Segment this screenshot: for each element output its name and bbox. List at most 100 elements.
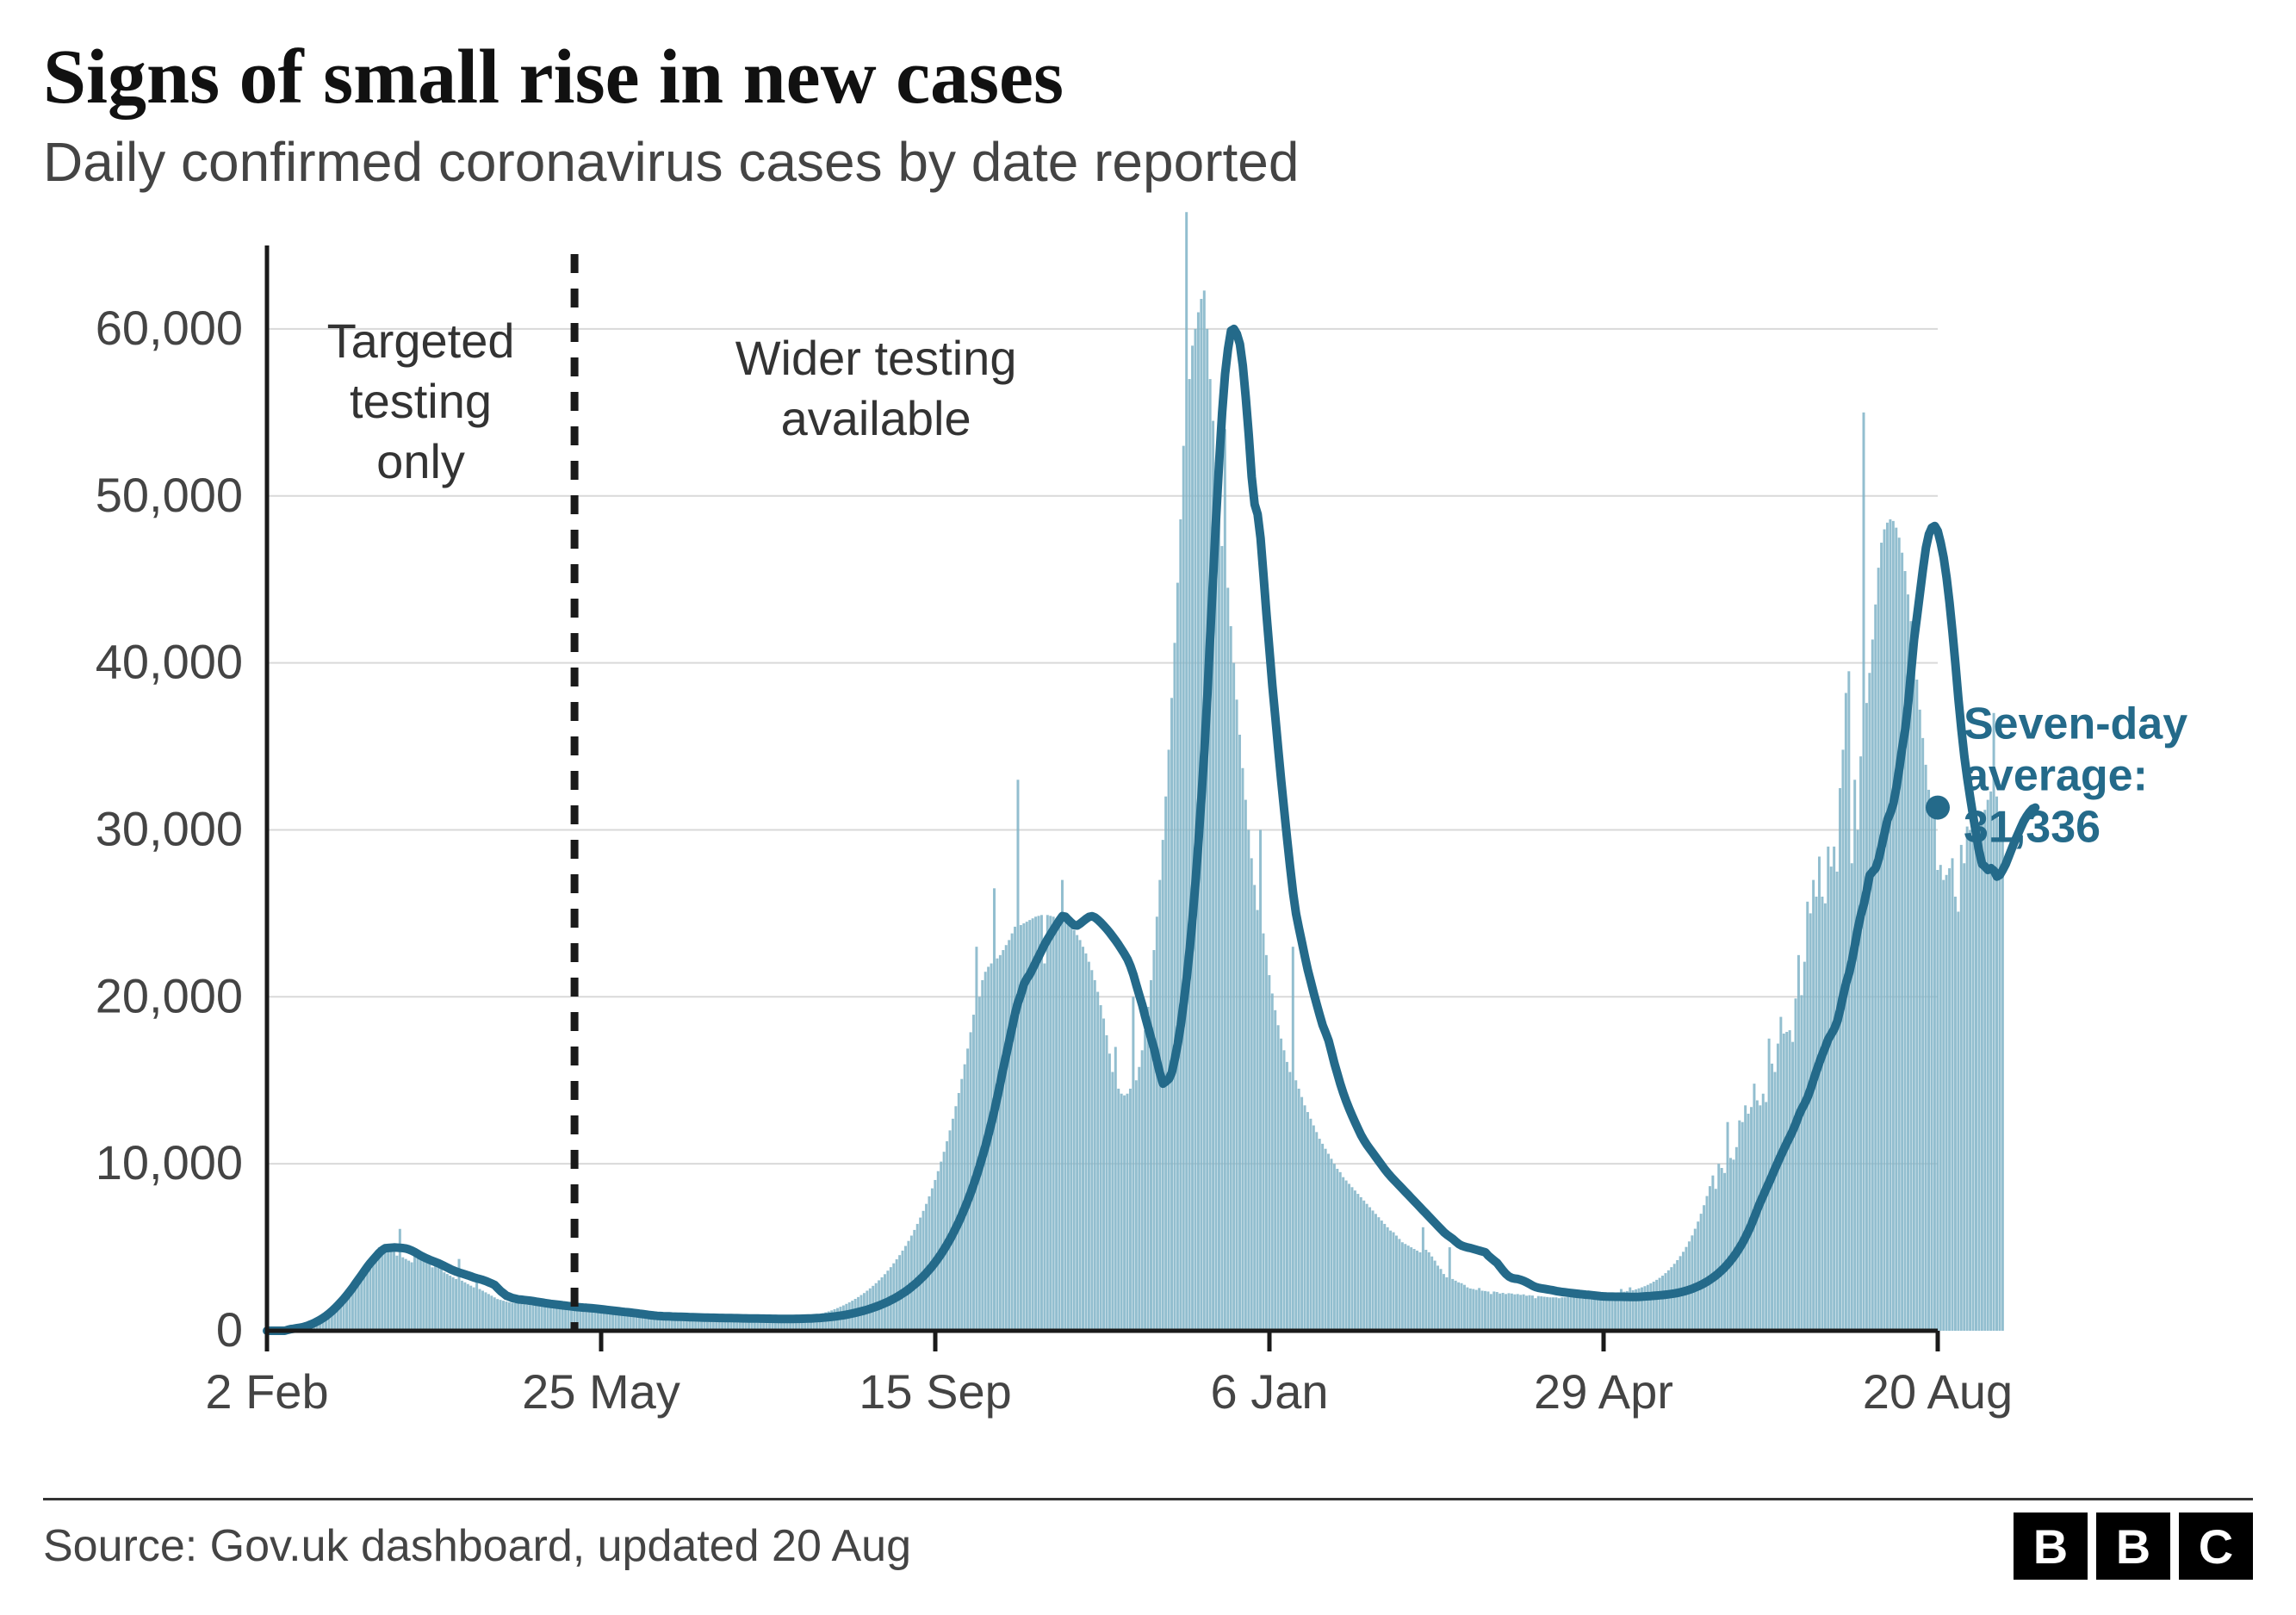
daily-bar	[1321, 1144, 1324, 1331]
daily-bar	[1909, 621, 1912, 1331]
daily-bar	[449, 1276, 451, 1331]
daily-bar	[1791, 1042, 1794, 1331]
daily-bar	[422, 1258, 425, 1331]
daily-bar	[1845, 693, 1847, 1331]
daily-bar	[452, 1277, 455, 1331]
daily-bar	[1416, 1251, 1418, 1331]
daily-bar	[1927, 790, 1930, 1331]
daily-bar	[1457, 1283, 1460, 1331]
daily-bar	[593, 1311, 596, 1331]
daily-bar	[1393, 1233, 1395, 1331]
daily-bar	[1070, 927, 1072, 1331]
daily-bar	[1067, 923, 1070, 1331]
daily-bar	[1499, 1294, 1501, 1331]
daily-bar	[1871, 639, 1874, 1331]
daily-bar	[1703, 1205, 1705, 1331]
daily-bar	[511, 1303, 513, 1331]
daily-bar	[1475, 1290, 1478, 1331]
daily-bar	[1969, 829, 1971, 1331]
daily-bar	[1094, 980, 1096, 1331]
daily-bar	[1401, 1242, 1404, 1331]
daily-bar	[1525, 1295, 1528, 1331]
daily-bar	[1567, 1297, 1569, 1331]
bbc-logo-letter: B	[2014, 1513, 2088, 1580]
daily-bar	[1865, 703, 1868, 1331]
daily-bar	[1449, 1247, 1451, 1331]
daily-bar	[1138, 1067, 1140, 1331]
daily-bar	[1957, 911, 1959, 1331]
daily-bar	[537, 1306, 540, 1331]
daily-bar	[1191, 345, 1194, 1331]
bbc-logo-letter: B	[2096, 1513, 2170, 1580]
daily-bar	[463, 1283, 466, 1331]
chart-footer: Source: Gov.uk dashboard, updated 20 Aug…	[43, 1513, 2253, 1580]
daily-bar	[1694, 1229, 1697, 1331]
daily-bar	[1691, 1235, 1693, 1331]
daily-bar	[1655, 1280, 1658, 1331]
daily-bar	[1236, 699, 1238, 1331]
daily-bar	[1232, 663, 1235, 1331]
daily-bar	[620, 1314, 623, 1331]
daily-bar	[1972, 842, 1975, 1331]
daily-bar	[1797, 955, 1800, 1331]
daily-bar	[1238, 735, 1241, 1331]
daily-bar	[1930, 813, 1933, 1331]
daily-bar	[568, 1309, 570, 1331]
daily-bar	[401, 1258, 404, 1331]
daily-bar	[1333, 1164, 1336, 1331]
daily-bar	[1587, 1295, 1590, 1331]
daily-bar	[541, 1307, 543, 1331]
daily-bar	[1795, 998, 1797, 1331]
y-tick-label: 0	[216, 1302, 243, 1357]
daily-bar	[1156, 916, 1158, 1331]
daily-bar	[1659, 1278, 1661, 1331]
daily-bar	[1298, 1089, 1300, 1331]
daily-bar	[1247, 829, 1250, 1331]
source-text: Source: Gov.uk dashboard, updated 20 Aug	[43, 1520, 911, 1572]
daily-bar	[1300, 1097, 1303, 1331]
daily-bar	[1735, 1147, 1738, 1331]
daily-bar	[588, 1311, 591, 1331]
daily-bar	[1998, 818, 2001, 1331]
daily-bar	[1585, 1296, 1587, 1331]
daily-bar	[547, 1307, 549, 1331]
daily-bar	[484, 1292, 487, 1331]
daily-bar	[473, 1288, 475, 1331]
daily-bar	[437, 1265, 440, 1331]
daily-bar	[1294, 1080, 1297, 1331]
daily-bar	[1492, 1291, 1495, 1331]
daily-bar	[1863, 413, 1865, 1331]
daily-bar	[1100, 1005, 1102, 1331]
daily-bar	[1073, 930, 1076, 1331]
daily-bar	[443, 1272, 445, 1331]
daily-bar	[1422, 1227, 1424, 1331]
daily-bar	[626, 1314, 629, 1331]
annotation-wider-testing: available	[781, 391, 971, 445]
annotation-wider-testing: Wider testing	[735, 331, 1017, 385]
daily-bar	[1963, 863, 1965, 1331]
daily-bar	[1368, 1208, 1371, 1331]
daily-bar	[1129, 1089, 1132, 1331]
daily-bar	[1395, 1236, 1398, 1331]
daily-bar	[1381, 1221, 1383, 1331]
chart-subtitle: Daily confirmed coronavirus cases by dat…	[43, 130, 2253, 194]
daily-bar	[1108, 1053, 1111, 1331]
daily-bar	[1966, 827, 1969, 1331]
daily-bar	[1325, 1149, 1327, 1331]
daily-bar	[1413, 1249, 1416, 1331]
daily-bar	[1345, 1181, 1348, 1331]
x-tick-label: 25 May	[522, 1364, 680, 1419]
y-tick-label: 60,000	[96, 301, 243, 355]
y-tick-label: 30,000	[96, 801, 243, 855]
daily-bar	[526, 1305, 529, 1331]
daily-bar	[1173, 643, 1176, 1331]
daily-bar	[1244, 800, 1247, 1331]
daily-bar	[1824, 904, 1827, 1331]
daily-bar	[1711, 1176, 1714, 1331]
callout-value: 31,336	[1964, 803, 2101, 853]
annotation-targeted-testing: only	[376, 434, 465, 488]
daily-bar	[1496, 1292, 1499, 1331]
daily-bar	[1224, 429, 1226, 1331]
annotation-targeted-testing: Targeted	[327, 314, 515, 368]
daily-bar	[1839, 788, 1841, 1331]
